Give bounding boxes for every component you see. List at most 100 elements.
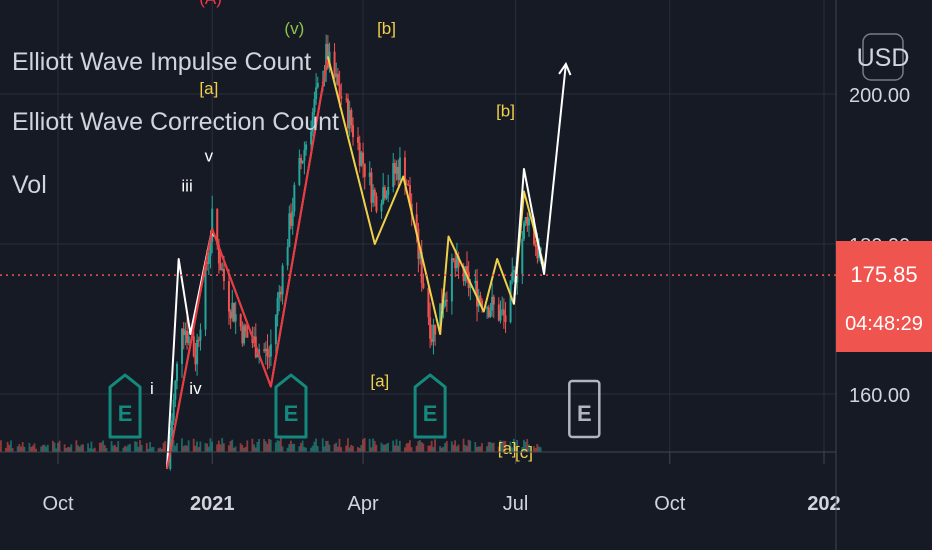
candle-body bbox=[301, 160, 304, 164]
volume-bar bbox=[80, 444, 83, 452]
volume-bar bbox=[196, 441, 198, 452]
candle-body bbox=[278, 291, 281, 299]
volume-bar bbox=[268, 438, 270, 452]
indicator-correction-label[interactable]: Elliott Wave Correction Count bbox=[12, 108, 339, 136]
volume-bar bbox=[370, 447, 373, 452]
volume-bar bbox=[278, 440, 281, 452]
volume-bar bbox=[499, 440, 502, 452]
candle-body bbox=[229, 311, 232, 319]
volume-bar bbox=[57, 442, 59, 452]
volume-bar bbox=[430, 440, 433, 452]
candle-body bbox=[454, 260, 457, 269]
candle-body bbox=[246, 331, 249, 338]
volume-bar bbox=[110, 441, 113, 452]
candle-body bbox=[487, 307, 490, 317]
candle-body bbox=[462, 266, 465, 282]
volume-bar bbox=[454, 440, 457, 452]
candle-body bbox=[289, 213, 292, 226]
candle-body bbox=[502, 309, 505, 316]
candle-body bbox=[207, 255, 210, 264]
wave-label: [b] bbox=[496, 102, 515, 121]
candle-body bbox=[383, 187, 386, 199]
x-tick-label: 2021 bbox=[190, 493, 235, 515]
volume-bar bbox=[140, 444, 143, 452]
volume-bar bbox=[310, 447, 312, 452]
candle-body bbox=[221, 268, 224, 271]
candle-body bbox=[268, 356, 271, 358]
volume-bar bbox=[63, 444, 66, 452]
candle-body bbox=[326, 43, 329, 68]
candle-body bbox=[516, 273, 519, 283]
volume-bar bbox=[325, 440, 327, 452]
volume-bar bbox=[113, 444, 116, 452]
volume-bar bbox=[333, 444, 336, 452]
volume-bar bbox=[0, 440, 2, 452]
volume-bar bbox=[534, 447, 537, 452]
volume-bar bbox=[115, 446, 118, 452]
volume-bar bbox=[382, 444, 384, 452]
candle-body bbox=[346, 98, 349, 129]
candle-body bbox=[432, 324, 435, 342]
volume-bar bbox=[407, 443, 410, 452]
candle-body bbox=[192, 336, 195, 357]
volume-bar bbox=[311, 445, 314, 452]
candle-body bbox=[217, 244, 220, 264]
candle-body bbox=[269, 344, 272, 357]
volume-bar bbox=[194, 445, 197, 452]
volume-bar bbox=[181, 438, 183, 452]
volume-bar bbox=[264, 441, 267, 452]
indicator-impulse-label[interactable]: Elliott Wave Impulse Count bbox=[12, 48, 311, 76]
volume-bar bbox=[305, 447, 307, 452]
volume-bar bbox=[434, 439, 436, 452]
candle-body bbox=[251, 337, 254, 343]
candle-body bbox=[536, 247, 539, 259]
volume-bar bbox=[139, 440, 141, 452]
candle-body bbox=[457, 256, 460, 267]
volume-bar bbox=[392, 440, 395, 452]
candle-body bbox=[481, 300, 484, 309]
volume-bar bbox=[35, 448, 38, 452]
currency-button[interactable]: USD bbox=[857, 33, 910, 81]
volume-bar bbox=[427, 445, 430, 452]
candle-body bbox=[382, 187, 385, 204]
volume-bar bbox=[127, 444, 130, 452]
volume-bar bbox=[464, 444, 467, 452]
volume-bar bbox=[43, 444, 46, 452]
earnings-marker[interactable]: E bbox=[108, 373, 142, 439]
candle-body bbox=[408, 185, 411, 204]
volume-bar bbox=[539, 447, 542, 452]
volume-bar bbox=[405, 443, 408, 452]
earnings-marker-label: E bbox=[284, 401, 299, 426]
candle-body bbox=[338, 84, 341, 97]
volume-bar bbox=[28, 442, 31, 452]
candle-body bbox=[479, 295, 482, 301]
x-tick-label: Oct bbox=[654, 493, 686, 515]
volume-bar bbox=[90, 441, 93, 452]
volume-bar bbox=[486, 446, 488, 452]
candle-body bbox=[239, 314, 242, 327]
candle-body bbox=[420, 251, 423, 284]
candle-body bbox=[442, 305, 445, 310]
earnings-marker[interactable]: E bbox=[413, 373, 447, 439]
volume-bar bbox=[229, 441, 232, 452]
candle-body bbox=[276, 298, 279, 316]
volume-bar bbox=[149, 442, 151, 452]
volume-bar bbox=[360, 444, 363, 452]
earnings-marker[interactable]: E bbox=[274, 373, 308, 439]
volume-bar bbox=[380, 442, 383, 452]
candle-body bbox=[398, 157, 401, 180]
earnings-marker[interactable]: E bbox=[568, 379, 601, 439]
volume-bar bbox=[206, 443, 208, 452]
volume-bar bbox=[176, 443, 178, 452]
volume-bar bbox=[336, 446, 339, 452]
volume-bar bbox=[93, 447, 96, 452]
candle-body bbox=[405, 183, 408, 185]
candle-body bbox=[181, 328, 184, 364]
earnings-marker-label: E bbox=[423, 401, 438, 426]
indicator-volume-label[interactable]: Vol bbox=[12, 171, 47, 199]
volume-bar bbox=[197, 447, 200, 452]
volume-bar bbox=[105, 448, 108, 452]
